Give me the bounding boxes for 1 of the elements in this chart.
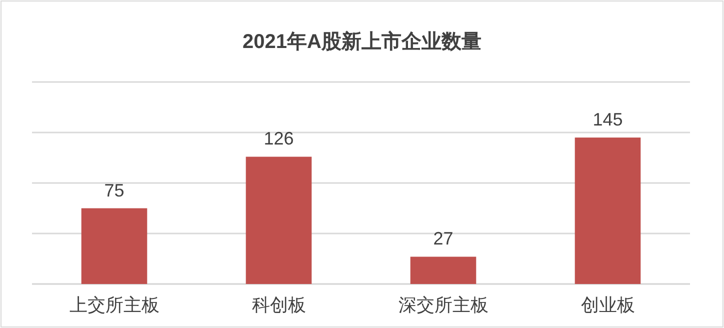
title: 2021年A股新上市企业数量: [242, 31, 482, 53]
